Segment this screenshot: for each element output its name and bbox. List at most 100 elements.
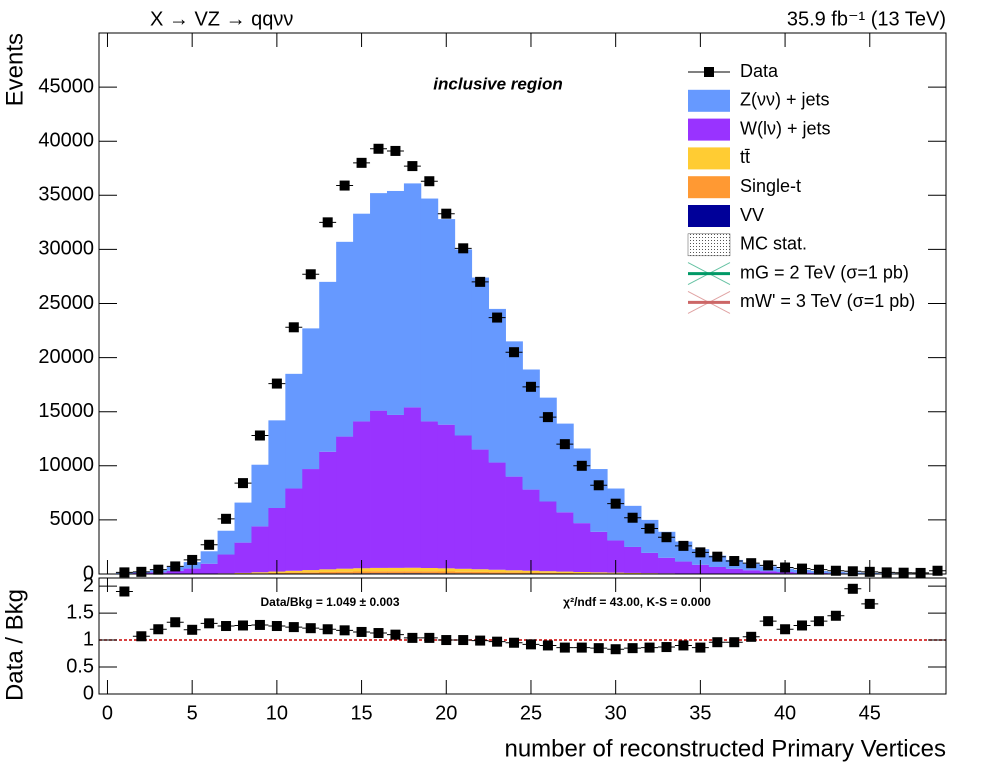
data-point (932, 565, 943, 576)
y-tick-label: 0.5 (66, 655, 94, 677)
stack-bar (539, 397, 557, 502)
annotation: χ²/ndf = 43.00, K-S = 0.000 (563, 595, 711, 609)
data-point (153, 564, 164, 575)
stack-bar (319, 569, 337, 572)
stack-bar (166, 570, 185, 574)
data-point (763, 616, 774, 627)
data-point (678, 640, 689, 651)
legend-symbol (687, 233, 731, 257)
data-point (458, 243, 469, 254)
stack-bar (437, 219, 456, 425)
stack-bar (573, 523, 591, 572)
stack-bar (488, 308, 506, 463)
data-point (525, 639, 536, 650)
stack-bar (539, 571, 557, 573)
stack-bar (302, 572, 320, 574)
chart-subtitle: 35.9 fb⁻¹ (13 TeV) (787, 8, 946, 30)
stack-bar (420, 571, 439, 574)
stack-bar (454, 435, 473, 569)
data-point (373, 628, 384, 639)
data-point (509, 347, 520, 358)
stack-bar (319, 571, 337, 574)
stack-bar (454, 568, 473, 572)
data-point (695, 547, 706, 558)
stack-bar (624, 572, 642, 574)
data-point (187, 624, 198, 635)
stack-bar (624, 505, 642, 547)
legend-label: tt̄ (740, 147, 750, 167)
data-point (576, 642, 587, 653)
stack-bar (488, 569, 506, 573)
stack-bar (556, 572, 574, 574)
data-point (695, 642, 706, 653)
stack-bar (302, 570, 320, 573)
data-point (373, 143, 384, 154)
stack-bar (285, 572, 303, 574)
data-point (593, 643, 604, 654)
x-axis-label: number of reconstructed Primary Vertices (504, 735, 946, 762)
x-tick-label: 10 (266, 702, 288, 724)
data-point (593, 480, 604, 491)
legend-label: mW' = 3 TeV (σ=1 pb) (740, 291, 915, 311)
stack-bar (505, 570, 523, 573)
y-tick-label: 15000 (38, 400, 94, 422)
data-point (542, 412, 553, 423)
data-point (170, 617, 181, 628)
chart-title: X → VZ → qqνν (150, 8, 293, 30)
stack-bar (505, 341, 523, 477)
stack-bar (251, 464, 269, 527)
data-point (441, 635, 452, 646)
stack-bar (539, 572, 557, 574)
stack-bar (336, 568, 354, 572)
data-point (288, 622, 299, 633)
y-axis-label: Data / Bkg (1, 589, 28, 701)
data-point (780, 624, 791, 635)
data-point (424, 176, 435, 187)
data-point (356, 157, 367, 168)
stack-bar (370, 410, 388, 568)
y-tick-label: 5000 (50, 508, 95, 530)
stack-bar (403, 183, 422, 408)
data-point (559, 642, 570, 653)
stack-bar (454, 249, 473, 436)
data-point (119, 586, 130, 597)
stack-bar (607, 488, 625, 541)
legend-label: VV (740, 205, 764, 225)
data-point (390, 629, 401, 640)
legend-symbol (688, 89, 730, 112)
legend-symbol (688, 205, 730, 227)
data-point (847, 566, 858, 577)
data-point (712, 637, 723, 648)
legend-label: mG = 2 TeV (σ=1 pb) (740, 262, 909, 282)
legend-label: Z(νν) + jets (740, 90, 830, 110)
data-point (254, 619, 265, 630)
stack-bar (420, 421, 439, 568)
stack-bar (420, 198, 439, 422)
x-tick-label: 40 (774, 702, 796, 724)
x-tick-label: 15 (350, 702, 372, 724)
stack-bar (319, 281, 337, 452)
data-point (830, 565, 841, 576)
y-tick-label: 2 (83, 574, 94, 596)
data-point (221, 513, 232, 524)
data-point (407, 161, 418, 172)
data-point (339, 625, 350, 636)
x-tick-label: 45 (859, 702, 881, 724)
stack-bar (386, 190, 405, 415)
stack-bar (573, 448, 591, 524)
data-point (356, 626, 367, 637)
stack-bar (573, 571, 591, 574)
legend-label: MC stat. (740, 234, 807, 254)
stack-bar (386, 567, 405, 572)
data-point (136, 631, 147, 642)
legend-symbol (688, 176, 730, 199)
stack-bar (285, 570, 303, 573)
stack-bar (658, 557, 676, 574)
y-tick-label: 45000 (38, 75, 94, 97)
stack-bar (725, 568, 744, 574)
data-point (187, 554, 198, 565)
stack-bar (319, 451, 337, 570)
data-point (475, 276, 486, 287)
data-point (339, 180, 350, 191)
stack-bar (556, 571, 574, 573)
